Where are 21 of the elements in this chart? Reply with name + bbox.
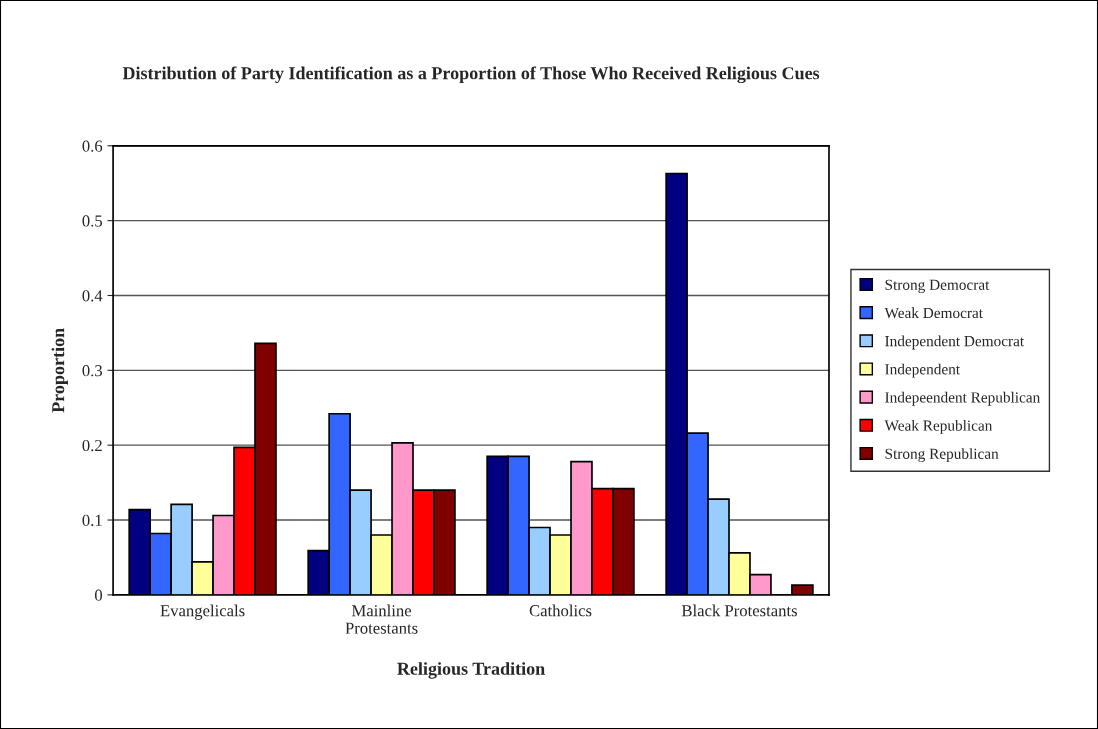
y-axis-title: Proportion [51,328,68,413]
chart-title: Distribution of Party Identification as a Proportion of Those Who Received Religious Cues [122,66,820,84]
y-tick-label: 0.4 [82,290,103,302]
y-tick-label: 0.3 [82,365,103,377]
x-tick-label: Black Protestants [681,604,797,617]
x-tick-label: Catholics [529,604,592,617]
legend-label: Independent Democrat [885,335,1025,350]
legend-label: Weak Republican [884,419,993,434]
y-tick-label: 0.1 [82,514,102,527]
legend-label: Weak Democrat [884,307,983,319]
legend-label: Strong Democrat [885,279,990,294]
x-tick-label: Evangelicals [160,604,245,620]
legend-label: Indepeendent Republican [885,391,1041,406]
x-tick-label: Mainline Protestants [345,604,418,634]
y-tick-label: 0 [94,589,103,601]
legend-label: Strong Republican [885,448,999,463]
legend-label: Independent [885,363,960,378]
x-axis-title: Religious Tradition [397,662,545,679]
y-tick-label: 0.6 [82,140,103,152]
y-tick-label: 0.5 [82,215,103,227]
y-tick-label: 0.2 [82,439,102,452]
